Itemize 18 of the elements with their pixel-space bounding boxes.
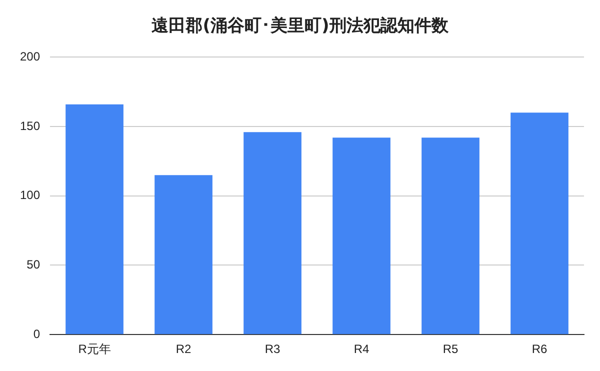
bar: [66, 104, 124, 334]
y-tick-label: 100: [20, 188, 40, 202]
y-tick-label: 200: [20, 50, 40, 64]
bar: [510, 112, 568, 334]
x-tick-label: R4: [354, 342, 370, 356]
x-tick-label: R5: [442, 342, 458, 356]
x-tick-label: R2: [176, 342, 192, 356]
bar: [154, 175, 212, 334]
y-tick-label: 150: [20, 118, 40, 133]
bar: [422, 138, 480, 334]
chart-title: 遠田郡(涌谷町･美里町)刑法犯認知件数: [150, 15, 450, 37]
x-tick-label: R元年: [78, 342, 111, 356]
x-tick-label: R6: [532, 342, 548, 356]
y-tick-label: 50: [26, 258, 40, 272]
x-tick-label: R3: [264, 342, 281, 356]
y-tick-label: 0: [33, 326, 40, 341]
bar: [244, 132, 302, 334]
bar: [332, 138, 390, 334]
